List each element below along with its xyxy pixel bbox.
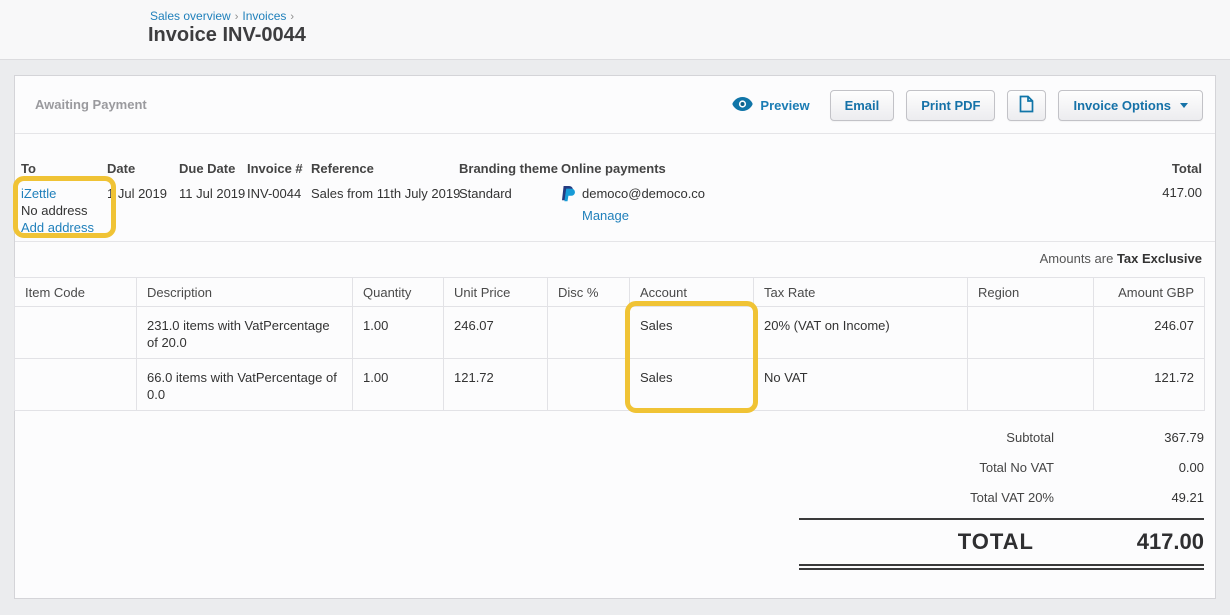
invoice-panel: Awaiting Payment Preview Email Print PDF… (13, 75, 1216, 599)
breadcrumb-separator: › (290, 11, 295, 23)
field-invoice-number-value: INV-0044 (247, 186, 302, 201)
subtotal-row: Subtotal 367.79 (799, 422, 1204, 452)
cell-disc (547, 306, 630, 359)
field-reference-value: Sales from 11th July 2019 (311, 186, 461, 201)
tax-exclusive-text: Tax Exclusive (1116, 251, 1202, 266)
total-vat-value: 49.21 (1171, 489, 1204, 505)
total-no-vat-row: Total No VAT 0.00 (799, 452, 1204, 482)
field-due-date: Due Date 11 Jul 2019 (179, 161, 245, 202)
print-pdf-button[interactable]: Print PDF (906, 89, 996, 121)
paypal-icon (561, 185, 575, 206)
field-total-label: Total (1171, 161, 1202, 176)
field-invoice-number: Invoice # INV-0044 (247, 161, 303, 202)
copy-invoice-button[interactable] (1007, 89, 1047, 121)
cell-region (967, 306, 1094, 359)
cell-quantity: 1.00 (352, 306, 444, 359)
col-disc: Disc % (547, 277, 630, 307)
field-to-label: To (21, 161, 36, 176)
total-vat-label: Total VAT 20% (970, 489, 1054, 505)
field-date-label: Date (107, 161, 136, 176)
totals-divider (799, 518, 1204, 520)
preview-label: Preview (760, 97, 810, 113)
col-region: Region (967, 277, 1094, 307)
chevron-down-icon (1180, 102, 1188, 108)
status-badge: Awaiting Payment (35, 97, 147, 112)
field-due-date-value: 11 Jul 2019 (179, 186, 246, 201)
field-total: Total 417.00 (1162, 161, 1202, 200)
no-address-text: No address (21, 203, 88, 218)
col-item-code: Item Code (14, 277, 137, 307)
manage-payments-link[interactable]: Manage (582, 208, 629, 223)
cell-amount: 246.07 (1093, 306, 1205, 359)
field-invoice-number-label: Invoice # (247, 161, 303, 176)
cell-tax-rate: 20% (VAT on Income) (753, 306, 968, 359)
line-items-table: Item Code Description Quantity Unit Pric… (14, 277, 1205, 411)
page-header: Sales overview › Invoices › Invoice INV-004… (0, 0, 1230, 60)
field-online-payments-label: Online payments (561, 161, 666, 176)
toolbar: Preview Email Print PDF Invoice Options (732, 76, 1203, 134)
cell-quantity: 1.00 (352, 358, 444, 411)
grand-total-row: TOTAL 417.00 (799, 520, 1204, 564)
cell-unit-price: 121.72 (443, 358, 548, 411)
totals-double-line (799, 564, 1204, 570)
field-branding-theme-label: Branding theme (459, 161, 558, 176)
contact-link[interactable]: iZettle (21, 186, 57, 201)
grand-total-label: TOTAL (957, 529, 1034, 554)
preview-button[interactable]: Preview (732, 96, 810, 114)
total-no-vat-label: Total No VAT (979, 459, 1054, 475)
table-row: 66.0 items with VatPercentage of 0.0 1.0… (14, 358, 1205, 411)
col-amount-gbp: Amount GBP (1093, 277, 1205, 307)
field-total-value: 417.00 (1162, 185, 1202, 200)
paypal-email-text: democo@democo.co (582, 186, 706, 201)
field-branding-theme-value: Standard (459, 186, 512, 201)
total-vat-row: Total VAT 20% 49.21 (799, 482, 1204, 512)
subtotal-label: Subtotal (1006, 429, 1054, 445)
total-no-vat-value: 0.00 (1178, 459, 1204, 475)
subtotal-value: 367.79 (1164, 429, 1204, 445)
breadcrumb: Sales overview › Invoices › (150, 9, 298, 23)
totals-section: Subtotal 367.79 Total No VAT 0.00 Total … (799, 422, 1204, 570)
divider (15, 241, 1215, 242)
field-date-value: 1 Jul 2019 (107, 186, 167, 201)
eye-icon (732, 96, 754, 114)
cell-disc (547, 358, 630, 411)
cell-unit-price: 246.07 (443, 306, 548, 359)
breadcrumb-separator: › (234, 11, 239, 23)
invoice-options-label: Invoice Options (1073, 97, 1171, 113)
cell-item-code (14, 358, 137, 411)
invoice-options-button[interactable]: Invoice Options (1058, 89, 1203, 121)
grand-total-value: 417.00 (1136, 529, 1204, 554)
field-online-payments: Online payments democo@democo.co Manage (561, 161, 705, 224)
email-button[interactable]: Email (829, 89, 895, 121)
page-title: Invoice INV-0044 (148, 24, 306, 46)
cell-region (967, 358, 1094, 411)
field-reference: Reference Sales from 11th July 2019 (311, 161, 460, 202)
field-branding-theme: Branding theme Standard (459, 161, 558, 202)
copy-document-icon (1019, 95, 1034, 116)
field-reference-label: Reference (311, 161, 374, 176)
amounts-tax-note: Amounts are Tax Exclusive (1039, 251, 1202, 266)
cell-account: Sales (629, 358, 754, 411)
cell-item-code (14, 306, 137, 359)
add-address-link[interactable]: Add address (21, 220, 94, 235)
col-description: Description (136, 277, 353, 307)
field-date: Date 1 Jul 2019 (107, 161, 167, 202)
cell-description: 66.0 items with VatPercentage of 0.0 (136, 358, 353, 411)
field-due-date-label: Due Date (179, 161, 236, 176)
col-quantity: Quantity (352, 277, 444, 307)
col-account: Account (629, 277, 754, 307)
cell-account: Sales (629, 306, 754, 359)
field-to: To iZettle No address Add address (21, 161, 94, 236)
breadcrumb-invoices[interactable]: Invoices (242, 9, 287, 23)
panel-header: Awaiting Payment Preview Email Print PDF… (15, 76, 1215, 134)
col-tax-rate: Tax Rate (753, 277, 968, 307)
table-row: 231.0 items with VatPercentage of 20.0 1… (14, 306, 1205, 359)
table-header-row: Item Code Description Quantity Unit Pric… (14, 277, 1205, 307)
col-unit-price: Unit Price (443, 277, 548, 307)
cell-amount: 121.72 (1093, 358, 1205, 411)
cell-description: 231.0 items with VatPercentage of 20.0 (136, 306, 353, 359)
breadcrumb-sales-overview[interactable]: Sales overview (150, 9, 231, 23)
cell-tax-rate: No VAT (753, 358, 968, 411)
